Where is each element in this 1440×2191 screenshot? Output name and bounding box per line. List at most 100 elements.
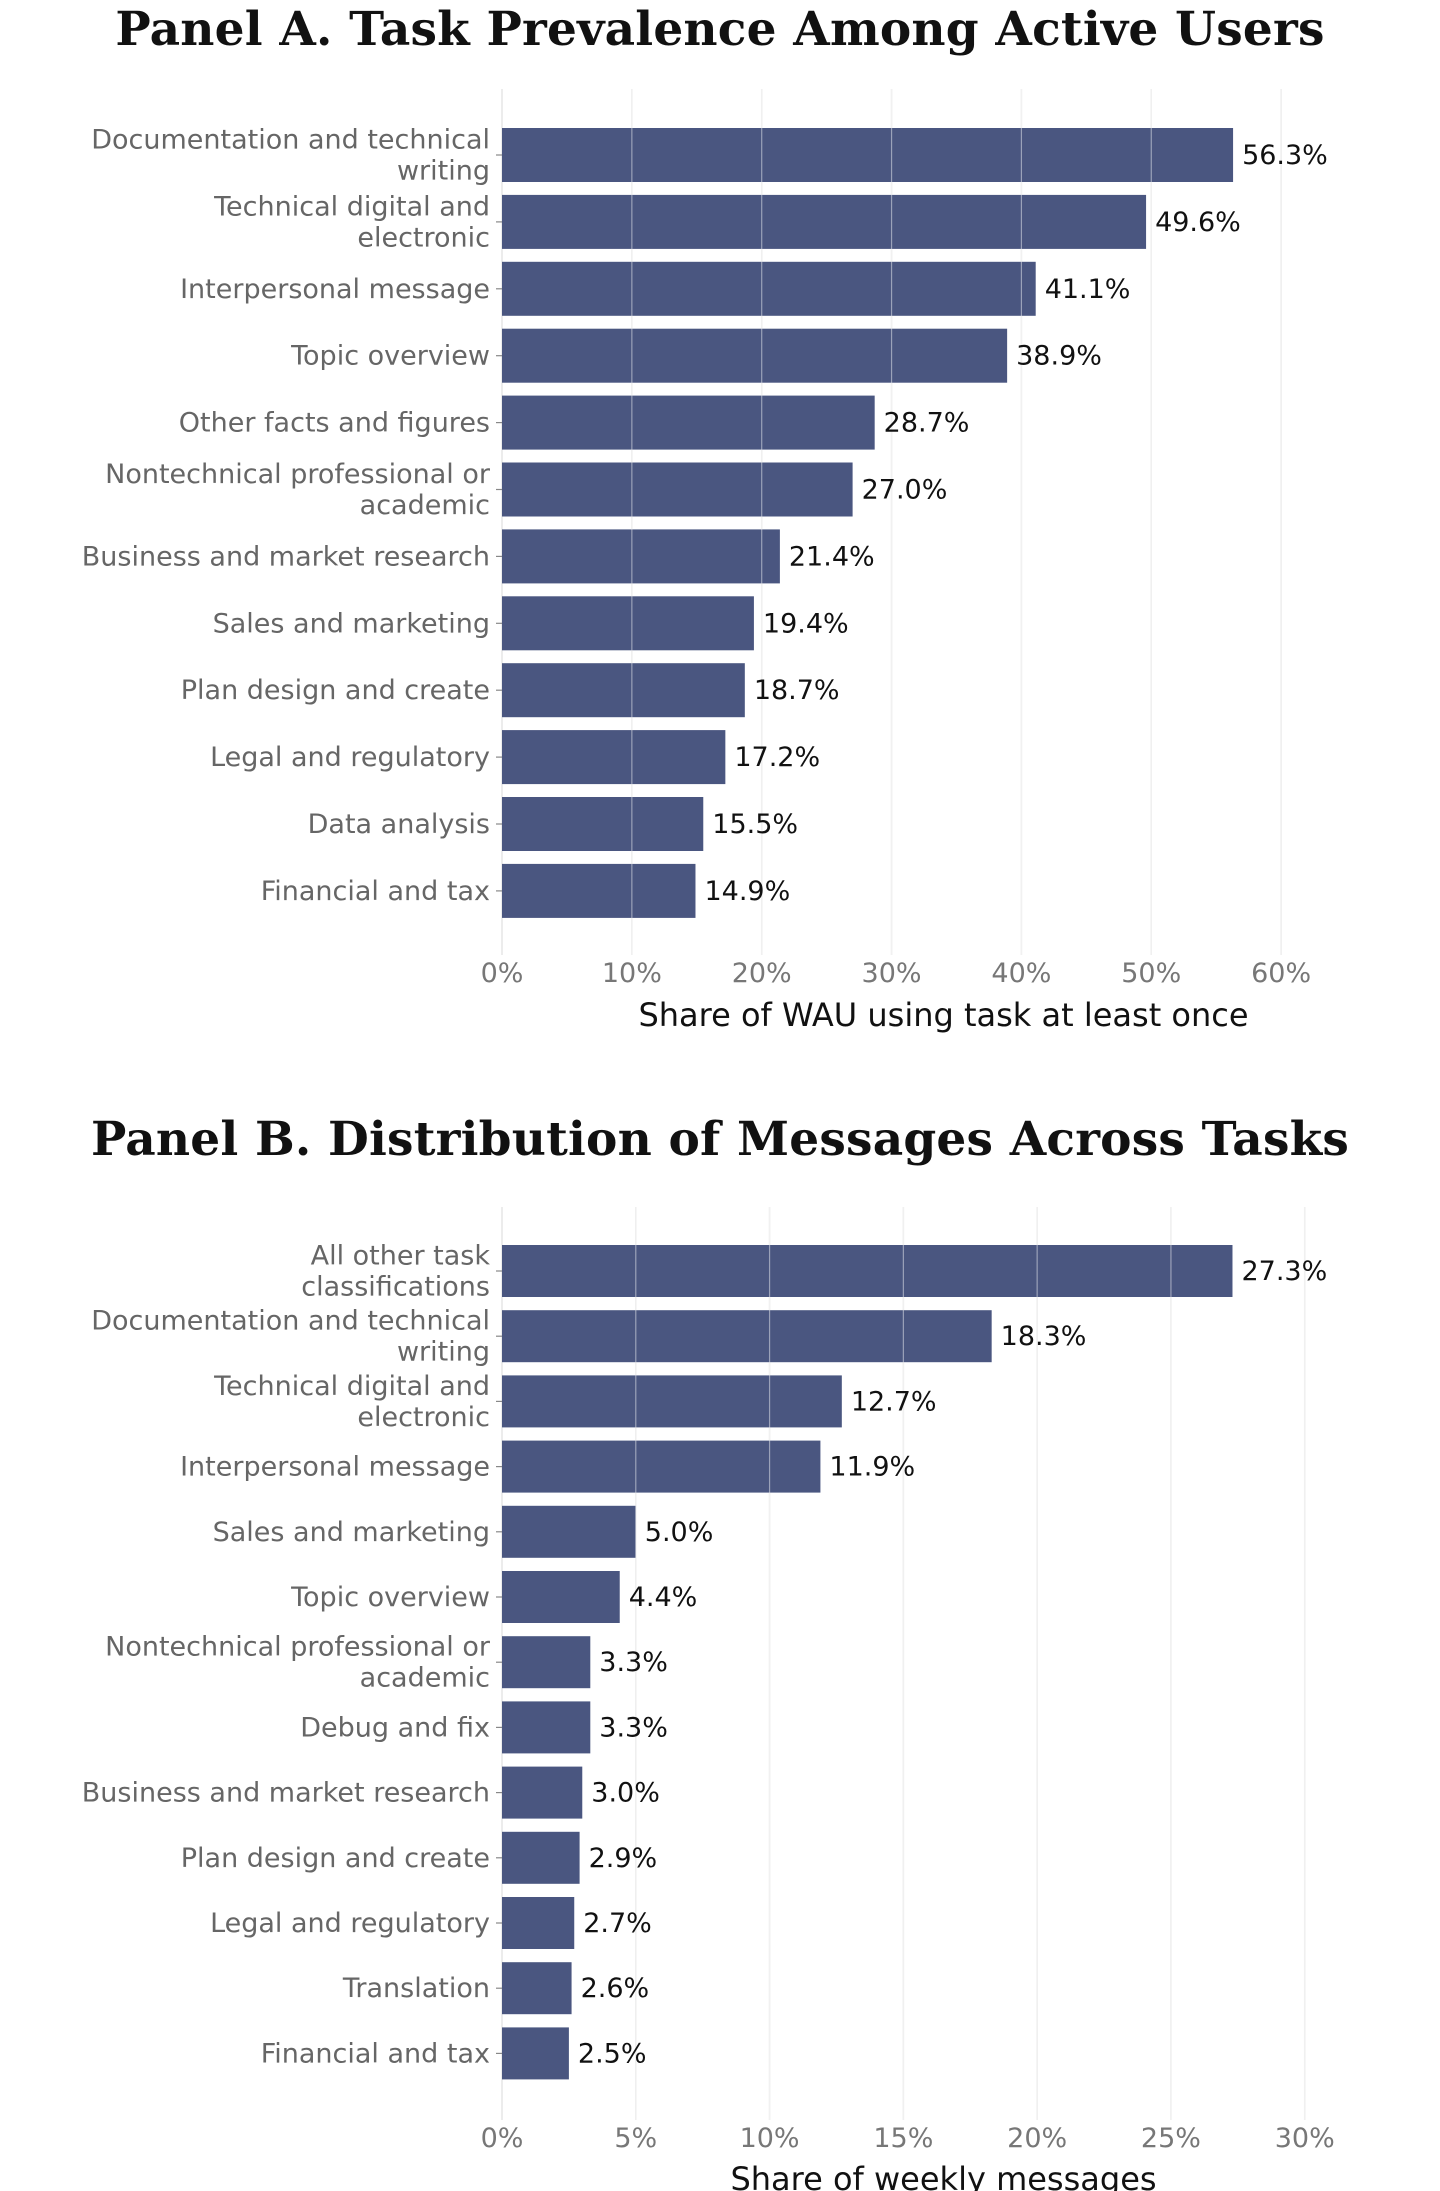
panel-b-category-label-line: Technical digital and	[213, 1371, 490, 1402]
panel-a-x-tick-label: 20%	[732, 958, 792, 989]
panel-a-category-label: Financial and tax	[261, 876, 490, 907]
panel-b-category-label: Topic overview	[290, 1582, 490, 1613]
panel-a-bar	[502, 663, 745, 718]
panel-a-title: Panel A. Task Prevalence Among Active Us…	[115, 2, 1325, 57]
panel-b-title: Panel B. Distribution of Messages Across…	[90, 1112, 1350, 1167]
panel-b-bar	[502, 1831, 580, 1884]
panel-a-bar	[502, 529, 780, 584]
panel-b-value-label: 4.4%	[629, 1582, 698, 1613]
panel-a-category-label: Business and market research	[82, 541, 490, 572]
panel-a-category-label-line: Nontechnical professional or	[105, 459, 491, 490]
panel-a-bar	[502, 730, 726, 785]
panel-a-category-label: Sales and marketing	[213, 608, 490, 639]
panel-b-category-label: Debug and fix	[300, 1712, 490, 1743]
panel-b-value-label: 3.3%	[599, 1712, 668, 1743]
panel-a-value-label: 19.4%	[763, 608, 849, 639]
panel-a-category-label-line: Technical digital and	[213, 191, 490, 222]
panel-b-category-label: Financial and tax	[261, 2038, 490, 2069]
panel-b-bar	[502, 1375, 842, 1428]
panel-b-bar	[502, 1505, 636, 1558]
panel-a-bar	[502, 596, 754, 651]
panel-b-category-label: Translation	[342, 1973, 490, 2004]
panel-a-category-label-line: Topic overview	[290, 341, 490, 372]
panel-b-category-label: Business and market research	[82, 1778, 490, 1809]
panel-a-value-label: 41.1%	[1045, 274, 1131, 305]
panel-b-category-label-line: Documentation and technical	[91, 1306, 490, 1337]
panel-a-category-label-line: Documentation and technical	[91, 125, 490, 156]
panel-b-category-label-line: academic	[360, 1663, 490, 1694]
panel-b-category-label-line: Plan design and create	[181, 1843, 490, 1874]
panel-a-value-label: 49.6%	[1155, 207, 1241, 238]
panel-b-category-label-line: Legal and regulatory	[210, 1908, 490, 1939]
panel-b-category-label-line: classifications	[301, 1272, 490, 1303]
panel-b-category-label-line: Sales and marketing	[213, 1517, 490, 1548]
panel-a-category-label-line: Interpersonal message	[180, 274, 490, 305]
panel-a-category-label: Legal and regulatory	[210, 742, 490, 773]
panel-b-bar	[502, 1962, 572, 2015]
panel-b-category-label: Interpersonal message	[180, 1452, 490, 1483]
panel-a-category-label-line: Business and market research	[82, 541, 490, 572]
panel-a-category-label-line: Legal and regulatory	[210, 742, 490, 773]
panel-b-category-label-line: Financial and tax	[261, 2038, 490, 2069]
panel-b-category-label-line: writing	[397, 1337, 490, 1368]
panel-a-bars	[502, 128, 1234, 918]
panel-b-category-label: Plan design and create	[181, 1843, 490, 1874]
panel-a-value-label: 28.7%	[884, 408, 970, 439]
panel-a-x-tick-label: 0%	[481, 958, 524, 989]
panel-b-value-label: 11.9%	[829, 1452, 915, 1483]
panel-a-x-tick-label: 30%	[862, 958, 922, 989]
panel-b-category-label-line: electronic	[357, 1402, 490, 1433]
panel-b-x-tick-label: 20%	[1007, 2123, 1067, 2154]
panel-a-category-label: Plan design and create	[181, 675, 490, 706]
panel-b-bars	[502, 1245, 1233, 2080]
panel-b-value-label: 12.7%	[851, 1386, 937, 1417]
panel-a-value-label: 17.2%	[734, 742, 820, 773]
panel-b-x-tick-label: 0%	[481, 2123, 524, 2154]
panel-a-category-label-line: Financial and tax	[261, 876, 490, 907]
panel-b-category-label-line: Nontechnical professional or	[105, 1632, 491, 1663]
panel-b-value-label: 3.3%	[599, 1647, 668, 1678]
panel-b-value-label: 2.6%	[581, 1973, 650, 2004]
panel-b-bar	[502, 1245, 1233, 1297]
panel-b-bar	[502, 1701, 591, 1754]
panel-b-bar	[502, 1310, 992, 1363]
panel-b-category-label-line: Debug and fix	[300, 1712, 490, 1743]
panel-a-category-label: Other facts and figures	[179, 408, 490, 439]
panel-b-bar	[502, 2027, 569, 2080]
panel-b-x-tick-label: 15%	[873, 2123, 933, 2154]
panel-b-x-tick-label: 10%	[740, 2123, 800, 2154]
panel-b-bar	[502, 1636, 591, 1689]
panel-b-bar	[502, 1440, 821, 1493]
panel-b-category-label: Legal and regulatory	[210, 1908, 490, 1939]
panel-a-value-label: 18.7%	[754, 675, 840, 706]
panel-a-category-label-line: academic	[360, 490, 490, 521]
panel-b-x-tick-label: 25%	[1141, 2123, 1201, 2154]
panel-b-category-label-line: Interpersonal message	[180, 1452, 490, 1483]
panel-b-value-label: 3.0%	[591, 1778, 660, 1809]
panel-a-category-label-line: Plan design and create	[181, 675, 490, 706]
panel-b-value-label: 18.3%	[1001, 1321, 1087, 1352]
panel-a-category-label-line: Sales and marketing	[213, 608, 490, 639]
panel-b-bar	[502, 1897, 575, 1949]
panel-b-x-axis-label: Share of weekly messages	[730, 2160, 1156, 2191]
panel-a-x-tick-label: 50%	[1121, 958, 1181, 989]
panel-b-x-tick-label: 30%	[1275, 2123, 1335, 2154]
panel-b-value-label: 2.7%	[583, 1908, 652, 1939]
panel-a-bar	[502, 328, 1008, 383]
panel-b-value-label: 5.0%	[645, 1517, 714, 1548]
panel-a-category-label-line: electronic	[357, 222, 490, 253]
panel-a-category-label: Interpersonal message	[180, 274, 490, 305]
panel-b-category-label-line: Topic overview	[290, 1582, 490, 1613]
panel-a-category-label: Topic overview	[290, 341, 490, 372]
panel-a-value-label: 15.5%	[712, 809, 798, 840]
panel-a-category-label-line: writing	[397, 156, 490, 187]
panel-a-value-label: 38.9%	[1016, 341, 1102, 372]
panel-b-bar	[502, 1766, 583, 1819]
